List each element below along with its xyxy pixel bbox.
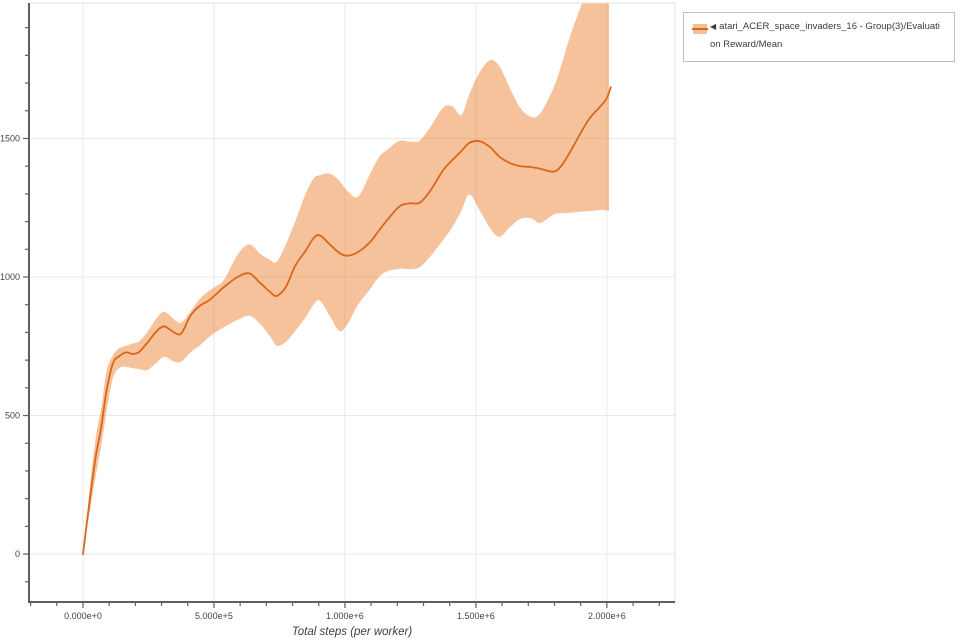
mean-line bbox=[82, 86, 612, 555]
legend-label-line2: on Reward/Mean bbox=[710, 39, 783, 50]
x-tick-label: 1.000e+6 bbox=[326, 611, 364, 621]
y-tick-label: 1500 bbox=[0, 133, 20, 143]
x-tick-label: 0.000e+0 bbox=[64, 611, 102, 621]
y-tick-label: 1000 bbox=[0, 272, 20, 282]
x-tick-label: 2.000e+6 bbox=[588, 611, 626, 621]
x-tick-label: 1.500e+6 bbox=[457, 611, 495, 621]
series-swatch bbox=[692, 24, 708, 34]
y-tick-label: 500 bbox=[5, 411, 20, 421]
x-axis-title: Total steps (per worker) bbox=[292, 626, 413, 638]
x-tick-label: 5.000e+5 bbox=[195, 611, 233, 621]
legend-label-line1: ◀ atari_ACER_space_invaders_16 - Group(3)… bbox=[710, 18, 944, 36]
legend-entry[interactable]: ◀ atari_ACER_space_invaders_16 - Group(3)… bbox=[684, 13, 954, 61]
chart-legend[interactable]: ◀ atari_ACER_space_invaders_16 - Group(3)… bbox=[683, 12, 955, 62]
legend-label: ◀ atari_ACER_space_invaders_16 - Group(3)… bbox=[710, 18, 944, 54]
y-tick-label: 0 bbox=[15, 549, 20, 559]
legend-collapse-icon[interactable]: ◀ bbox=[710, 22, 717, 31]
legend-label-text: atari_ACER_space_invaders_16 - Group(3)/… bbox=[719, 21, 940, 32]
series-line-swatch bbox=[692, 27, 708, 31]
